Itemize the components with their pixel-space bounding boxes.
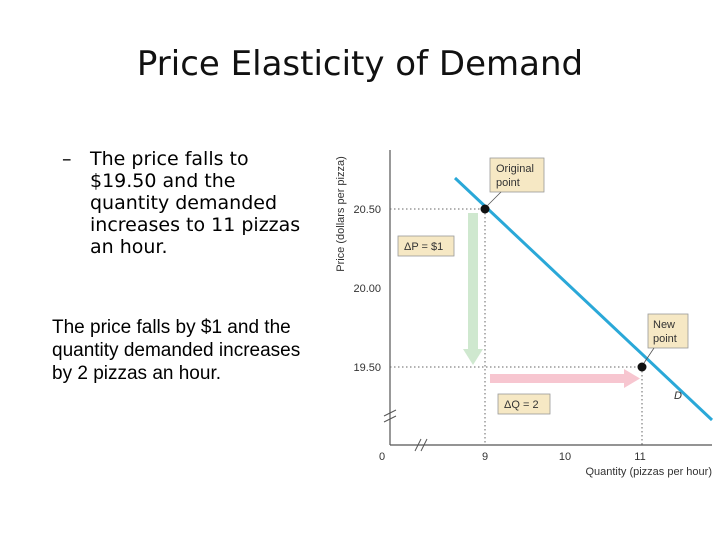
y-tick-label: 19.50 bbox=[353, 362, 381, 374]
original-point-label-line1: Original bbox=[496, 163, 534, 175]
demand-curve bbox=[453, 176, 714, 422]
x-axis-break bbox=[414, 438, 428, 452]
new-point-label-line1: New bbox=[653, 319, 675, 331]
x-tick-label: 0 bbox=[379, 451, 385, 463]
bullet-text: The price falls to $19.50 and the quanti… bbox=[90, 148, 301, 258]
x-tick-label: 10 bbox=[559, 451, 571, 463]
quantity-change-arrow bbox=[490, 369, 640, 388]
slide-title: Price Elasticity of Demand bbox=[136, 44, 584, 84]
new-point bbox=[637, 362, 647, 372]
new-point-label-line2: point bbox=[653, 333, 677, 345]
y-tick-label: 20.00 bbox=[353, 283, 381, 295]
delta-q-callout: ΔQ = 2 bbox=[497, 393, 551, 415]
x-axis-label: Quantity (pizzas per hour) bbox=[585, 466, 712, 478]
y-tick-label: 20.50 bbox=[353, 204, 381, 216]
demand-chart: 20.50 20.00 19.50 0 9 10 11 Quantity (pi… bbox=[335, 150, 714, 478]
original-point-callout: Original point bbox=[486, 157, 545, 207]
demand-curve-label: D bbox=[674, 390, 682, 402]
x-tick-label: 9 bbox=[482, 451, 488, 463]
new-point-callout: New point bbox=[643, 313, 689, 364]
delta-p-callout: ΔP = $1 bbox=[397, 235, 455, 257]
y-axis-break bbox=[383, 409, 397, 423]
delta-p-label: ΔP = $1 bbox=[404, 241, 443, 253]
svg-text:New point: New point bbox=[653, 319, 678, 345]
price-change-arrow bbox=[463, 213, 483, 365]
original-point bbox=[480, 204, 490, 214]
bullet-point: – The price falls to $19.50 and the quan… bbox=[62, 148, 312, 258]
x-tick-label: 11 bbox=[634, 451, 645, 463]
delta-q-label: ΔQ = 2 bbox=[504, 399, 539, 411]
svg-text:Original point: Original point bbox=[496, 163, 537, 189]
body-text: The price falls by $1 and the quantity d… bbox=[52, 317, 301, 384]
original-point-label-line2: point bbox=[496, 177, 520, 189]
y-axis-label: Price (dollars per pizza) bbox=[335, 156, 347, 272]
bullet-dash: – bbox=[62, 148, 72, 170]
